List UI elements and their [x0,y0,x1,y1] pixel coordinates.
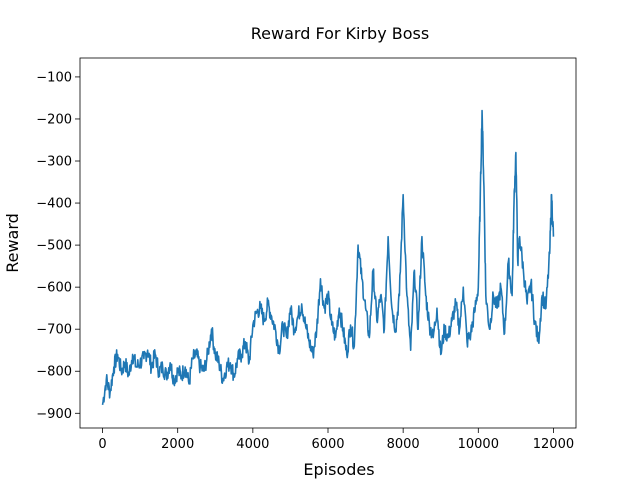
y-tick-label: −700 [36,323,72,338]
plot-frame [79,57,577,429]
x-tick-label: 0 [98,437,106,452]
x-tick-label: 6000 [311,437,344,452]
y-axis-label: Reward [3,213,22,273]
y-tick-label: −500 [36,239,72,254]
x-tick-label: 12000 [533,437,574,452]
y-tick-label: −200 [36,112,72,127]
y-tick-label: −600 [36,281,72,296]
y-tick-label: −400 [36,197,72,212]
x-tick-label: 2000 [161,437,194,452]
x-tick-label: 8000 [387,437,420,452]
x-axis-label: Episodes [303,460,374,479]
axis-ticks: 0 2000 4000 6000 8000 10000 12000 −900 −800 −700 −… [36,70,574,452]
y-tick-label: −800 [36,365,72,380]
chart-title: Reward For Kirby Boss [251,24,429,43]
x-tick-label: 10000 [458,437,499,452]
y-tick-label: −100 [36,70,72,85]
series-line [101,109,555,406]
y-tick-label: −300 [36,155,72,170]
x-tick-label: 4000 [236,437,269,452]
y-tick-label: −900 [36,407,72,422]
